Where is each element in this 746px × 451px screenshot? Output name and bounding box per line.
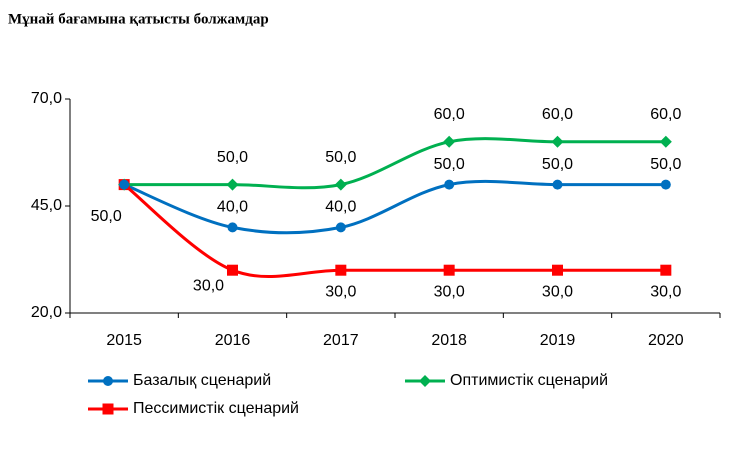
- marker: [552, 264, 563, 276]
- marker: [551, 135, 564, 148]
- data-label: 30,0: [325, 283, 356, 300]
- legend-label: Оптимистік сценарий: [450, 372, 608, 389]
- data-label: 30,0: [193, 277, 224, 294]
- marker: [102, 403, 114, 415]
- marker: [335, 264, 347, 276]
- chart-title: Мұнай бағамына қатысты болжамдар: [8, 11, 269, 27]
- marker: [660, 264, 672, 276]
- x-tick-label: 2019: [540, 332, 576, 349]
- marker: [226, 178, 239, 191]
- y-tick-label: 20,0: [31, 304, 62, 321]
- marker: [227, 264, 238, 276]
- data-label: 50,0: [434, 156, 465, 173]
- marker: [443, 264, 455, 276]
- x-tick-label: 2020: [648, 332, 684, 349]
- data-label: 40,0: [217, 199, 248, 216]
- marker: [659, 135, 672, 148]
- marker: [335, 222, 346, 233]
- x-tick-label: 2016: [215, 332, 251, 349]
- marker: [419, 375, 431, 387]
- marker: [552, 179, 563, 190]
- marker: [444, 179, 455, 190]
- data-label: 40,0: [325, 199, 356, 216]
- legend-label: Базалық сценарий: [133, 372, 271, 389]
- series-line: [123, 179, 666, 235]
- data-label: 60,0: [542, 106, 573, 123]
- marker: [334, 178, 347, 191]
- marker: [103, 376, 113, 386]
- marker: [443, 135, 456, 148]
- x-tick-label: 2017: [323, 332, 359, 349]
- marker: [227, 222, 238, 233]
- data-label: 50,0: [325, 149, 356, 166]
- marker: [660, 179, 671, 190]
- x-tick-label: 2018: [431, 332, 467, 349]
- series-line: [123, 183, 666, 279]
- data-label: 30,0: [434, 283, 465, 300]
- data-label: 60,0: [650, 106, 681, 123]
- legend-label: Пессимистік сценарий: [133, 400, 299, 417]
- data-label: 50,0: [650, 156, 681, 173]
- data-label: 50,0: [91, 208, 122, 225]
- series-line: [124, 137, 666, 190]
- x-tick-label: 2015: [106, 332, 142, 349]
- data-label: 60,0: [434, 106, 465, 123]
- y-tick-label: 70,0: [31, 90, 62, 107]
- y-tick-label: 45,0: [31, 197, 62, 214]
- data-label: 30,0: [650, 283, 681, 300]
- marker: [119, 179, 130, 190]
- data-label: 30,0: [542, 283, 573, 300]
- data-label: 50,0: [217, 149, 248, 166]
- data-label: 50,0: [542, 156, 573, 173]
